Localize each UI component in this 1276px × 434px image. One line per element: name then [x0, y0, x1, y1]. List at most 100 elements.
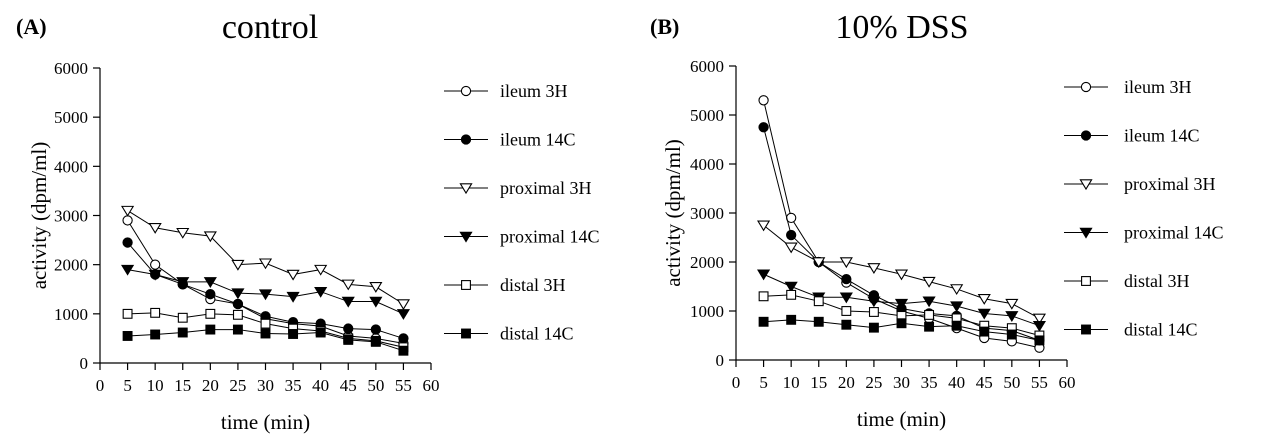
data-point: [370, 336, 381, 347]
data-point: [396, 299, 410, 311]
data-point: [786, 314, 797, 325]
x-tick-label: 0: [732, 373, 741, 392]
y-axis-label: activity (dpm/ml): [661, 139, 685, 287]
data-point: [951, 320, 962, 331]
legend-label: proximal 14C: [1124, 223, 1224, 243]
legend-label: distal 14C: [1124, 320, 1198, 340]
data-point: [232, 324, 243, 335]
data-point: [286, 269, 300, 281]
x-tick-label: 10: [147, 376, 164, 395]
data-point: [839, 292, 853, 304]
legend-item: distal 14C: [1064, 320, 1198, 340]
y-axis-label: activity (dpm/ml): [27, 142, 51, 290]
data-point: [260, 318, 271, 329]
data-point: [176, 277, 190, 288]
data-point: [150, 329, 161, 340]
x-tick-label: 20: [202, 376, 219, 395]
series-proximal-3h: [757, 220, 1046, 325]
data-point: [757, 269, 771, 281]
legend-label: distal 14C: [500, 324, 574, 344]
legend-marker: [1081, 324, 1091, 335]
legend-item: ileum 3H: [444, 81, 568, 101]
data-point: [841, 306, 852, 316]
data-point: [979, 326, 990, 337]
x-tick-label: 50: [367, 376, 384, 395]
data-point: [231, 288, 245, 300]
x-axis-label: time (min): [857, 407, 946, 431]
data-point: [786, 289, 797, 300]
data-point: [868, 307, 879, 317]
data-point: [148, 223, 162, 234]
data-point: [341, 279, 355, 291]
data-point: [150, 259, 161, 270]
legend-marker: [459, 231, 473, 243]
x-tick-label: 55: [395, 376, 412, 395]
legend-marker: [1080, 81, 1092, 93]
x-tick-label: 10: [783, 373, 800, 392]
data-point: [148, 269, 162, 281]
data-point: [894, 269, 909, 281]
y-tick-label: 6000: [54, 59, 88, 78]
x-tick-label: 25: [865, 373, 882, 392]
legend-item: ileum 14C: [1064, 126, 1200, 146]
data-point: [758, 316, 769, 327]
x-tick-label: 5: [759, 373, 768, 392]
data-point: [1032, 320, 1046, 332]
data-point: [758, 95, 769, 106]
data-point: [343, 323, 354, 334]
data-point: [813, 316, 824, 327]
x-tick-label: 40: [948, 373, 965, 392]
data-point: [231, 259, 245, 271]
data-point: [839, 257, 853, 269]
data-point: [314, 286, 328, 298]
legend-marker: [1081, 276, 1091, 286]
data-point: [258, 258, 273, 270]
data-point: [896, 318, 907, 329]
data-point: [177, 312, 188, 323]
data-point: [260, 328, 271, 339]
data-point: [232, 309, 243, 320]
y-tick-label: 5000: [690, 106, 724, 125]
legend-marker: [1079, 179, 1093, 191]
y-tick-label: 6000: [690, 57, 724, 76]
data-point: [314, 264, 328, 276]
data-point: [232, 298, 244, 310]
data-point: [288, 329, 299, 339]
y-tick-label: 3000: [54, 207, 88, 226]
data-point: [396, 309, 410, 320]
series-distal-14c: [122, 324, 409, 356]
data-point: [398, 333, 409, 344]
x-tick-label: 25: [229, 376, 246, 395]
data-point: [841, 273, 852, 285]
data-point: [286, 291, 300, 303]
data-point: [813, 296, 824, 307]
x-tick-label: 45: [976, 373, 993, 392]
data-point: [922, 296, 936, 308]
legend-marker: [460, 85, 472, 97]
data-point: [205, 308, 216, 319]
data-point: [258, 289, 273, 301]
data-point: [122, 308, 133, 319]
data-point: [122, 215, 133, 226]
data-point: [867, 296, 881, 308]
y-tick-label: 0: [80, 354, 89, 373]
legend-label: distal 3H: [500, 275, 566, 295]
data-point: [205, 324, 216, 335]
data-point: [786, 229, 797, 241]
y-tick-label: 3000: [690, 204, 724, 223]
data-point: [784, 242, 798, 254]
data-point: [784, 281, 798, 293]
legend-label: distal 3H: [1124, 271, 1190, 291]
x-tick-label: 50: [1003, 373, 1020, 392]
data-point: [122, 331, 133, 341]
data-point: [977, 308, 991, 320]
data-point: [1032, 313, 1046, 325]
series-distal-14c: [758, 314, 1045, 346]
data-point: [758, 122, 769, 133]
series-proximal-3h: [121, 205, 410, 311]
data-point: [757, 220, 771, 232]
x-axis-label: time (min): [221, 410, 310, 434]
legend-label: ileum 3H: [1124, 77, 1192, 97]
